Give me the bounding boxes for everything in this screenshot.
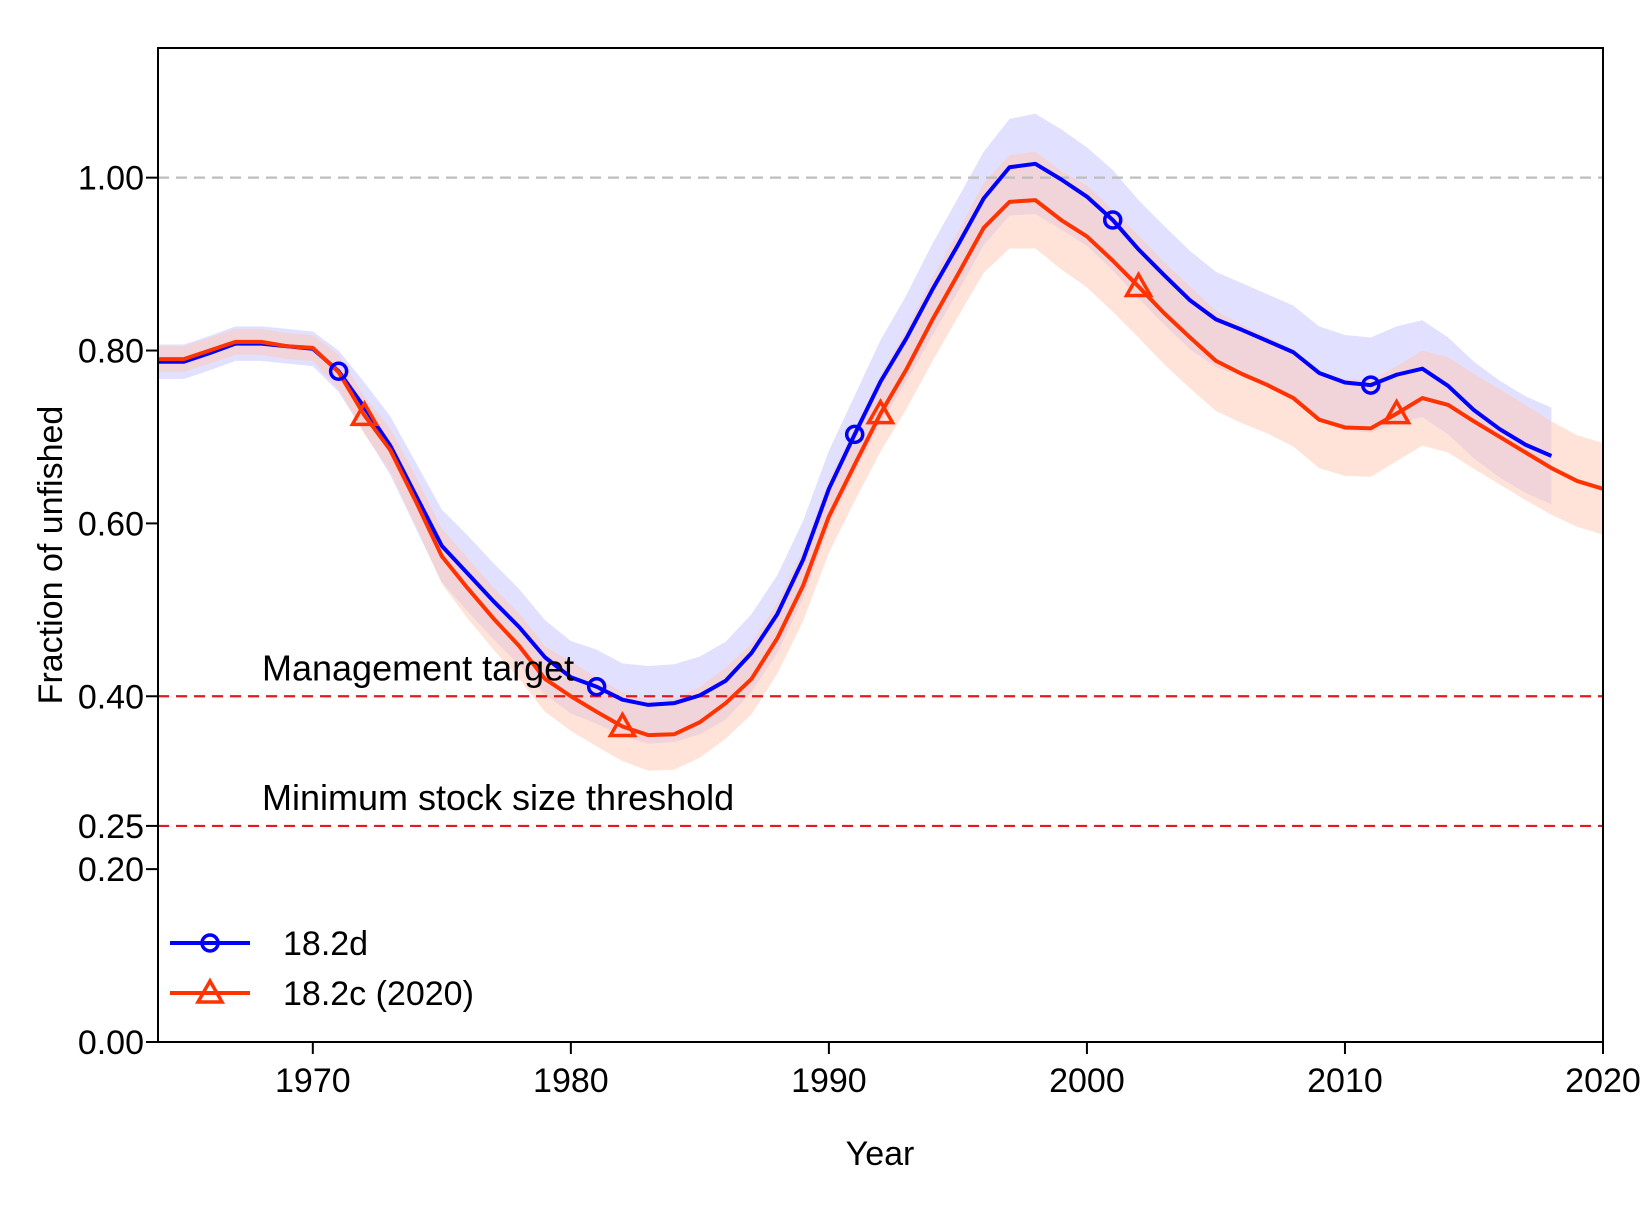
y-tick-label: 0.60 xyxy=(78,505,144,543)
y-tick-label: 1.00 xyxy=(78,160,144,198)
series-marker-circle xyxy=(1102,210,1123,230)
series-marker-triangle xyxy=(1381,398,1412,425)
series-line-red xyxy=(158,198,1603,738)
legend-marker-circle xyxy=(200,933,220,953)
series-marker-triangle xyxy=(865,398,896,425)
series-marker-triangle xyxy=(607,710,638,738)
legend-label: 18.2d xyxy=(283,925,368,963)
series-marker-circle xyxy=(844,424,865,445)
series-marker-circle xyxy=(1361,375,1381,395)
x-tick-label: 1990 xyxy=(791,1062,867,1100)
series-line-blue xyxy=(158,161,1553,707)
y-tick-label: 0.40 xyxy=(78,678,144,716)
y-tick-label: 0.20 xyxy=(78,851,144,889)
plot-area xyxy=(158,113,1603,828)
plot-frame xyxy=(157,47,1604,1043)
confidence-band-red xyxy=(158,151,1603,771)
reference-line-label-2: Minimum stock size threshold xyxy=(262,777,734,818)
x-tick-label: 2020 xyxy=(1565,1062,1641,1100)
x-tick-label: 1970 xyxy=(275,1062,351,1100)
series-marker-triangle xyxy=(1123,271,1154,298)
y-tick-label: 0.00 xyxy=(78,1024,144,1062)
legend-marker-triangle xyxy=(194,977,226,1004)
x-tick-label: 2010 xyxy=(1307,1062,1383,1100)
x-axis-label: Year xyxy=(846,1135,915,1173)
series-marker-circle xyxy=(586,677,607,697)
y-axis-label: Fraction of unfished xyxy=(32,406,70,705)
reference-line-label-1: Management target xyxy=(262,647,574,688)
x-tick-label: 1980 xyxy=(533,1062,609,1100)
series-marker-triangle xyxy=(349,399,380,427)
y-tick-label: 0.80 xyxy=(78,333,144,371)
legend-label: 18.2c (2020) xyxy=(283,975,474,1013)
x-tick-label: 2000 xyxy=(1049,1062,1125,1100)
y-tick-label: 0.25 xyxy=(78,808,144,846)
series-marker-circle xyxy=(328,361,349,382)
